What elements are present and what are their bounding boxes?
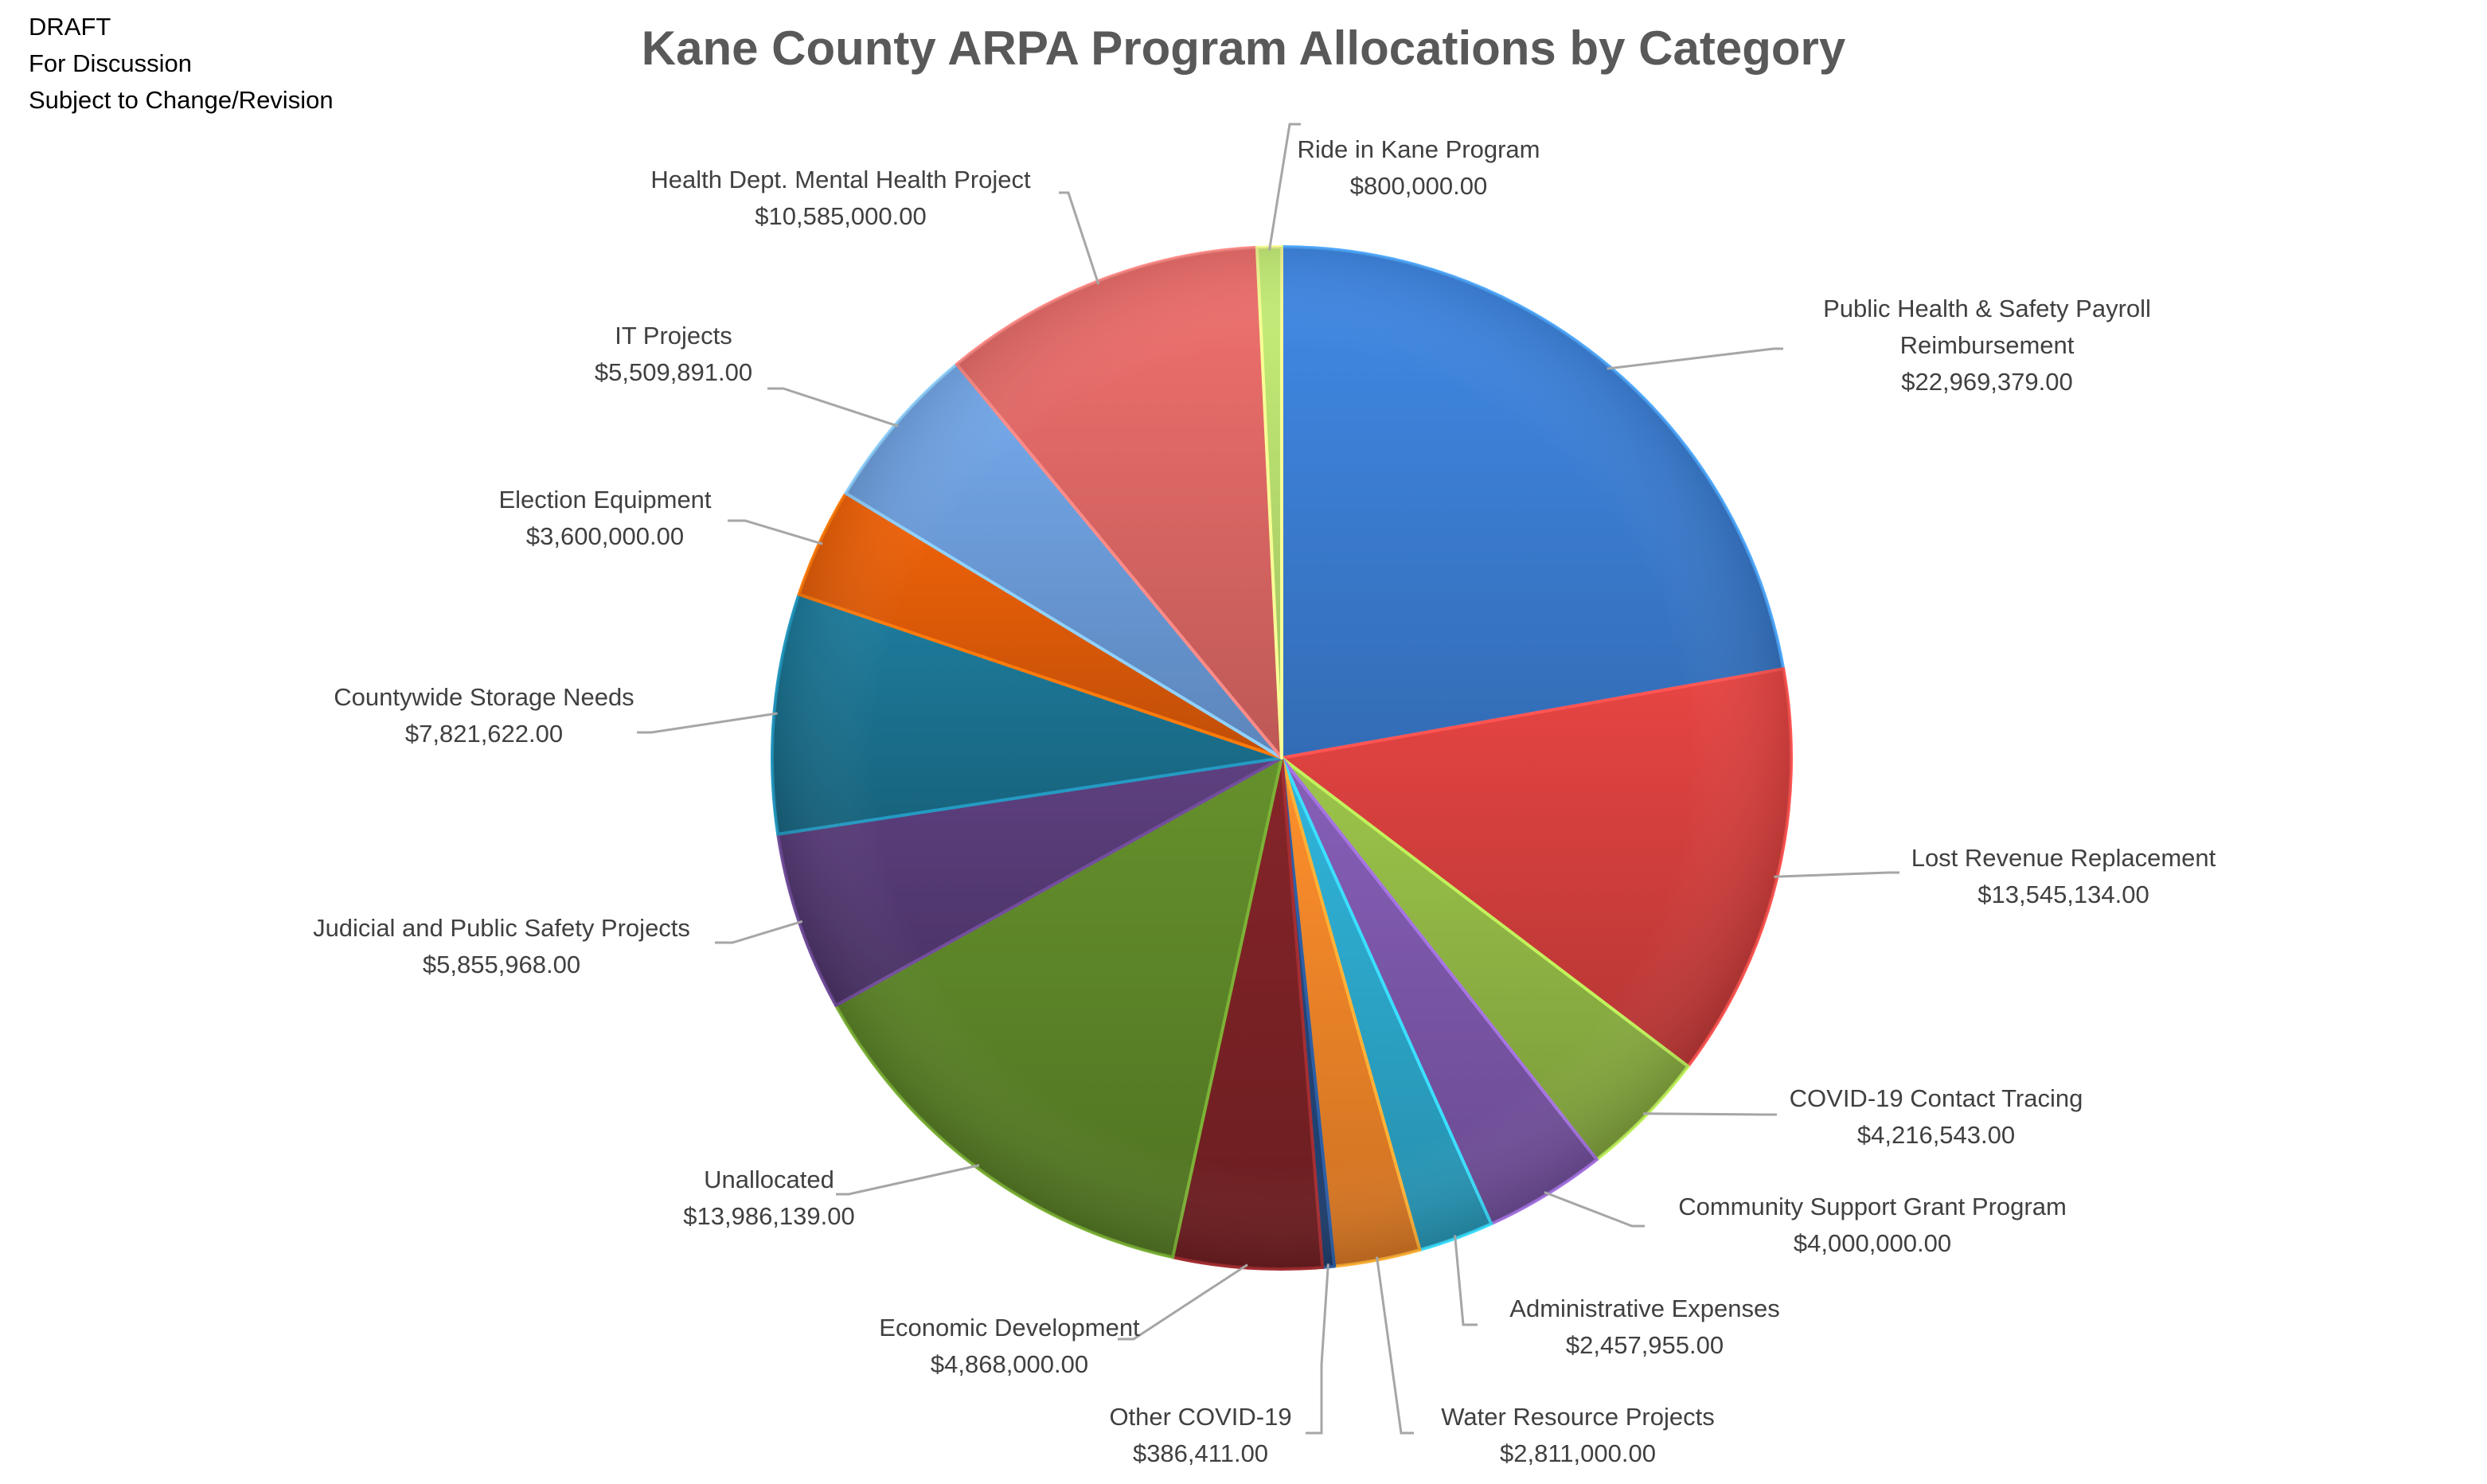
- slice-value-label: $3,600,000.00: [526, 522, 684, 550]
- data-label-ride-in-kane-program: Ride in Kane Program $800,000.00: [1298, 135, 1540, 200]
- leader-line-public-health-safety-payroll-reimbursement: [1607, 347, 1783, 370]
- slice-value-label: $4,216,543.00: [1857, 1121, 2015, 1149]
- data-label-community-support-grant-program: Community Support Grant Program $4,000,00…: [1678, 1193, 2067, 1257]
- slice-category-label: Other COVID-19: [1109, 1403, 1291, 1431]
- draft-note: DRAFT: [29, 13, 111, 41]
- leader-line-covid-19-contact-tracing: [1642, 1112, 1777, 1116]
- slice-value-label: $22,969,379.00: [1901, 368, 2073, 396]
- leader-line-community-support-grant-program: [1544, 1191, 1645, 1228]
- slice-value-label: $7,821,622.00: [405, 720, 563, 748]
- leader-line-it-projects: [767, 387, 899, 428]
- data-label-unallocated: Unallocated $13,986,139.00: [683, 1166, 855, 1230]
- leader-line-health-dept-mental-health-project: [1059, 191, 1100, 285]
- slice-value-label: $5,855,968.00: [423, 951, 580, 978]
- slice-value-label: $4,868,000.00: [931, 1350, 1088, 1378]
- leader-line-countywide-storage-needs: [637, 712, 778, 734]
- leader-line-election-equipment: [728, 519, 823, 545]
- leader-line-lost-revenue-replacement: [1774, 871, 1899, 878]
- slice-category-label: Ride in Kane Program: [1298, 135, 1540, 163]
- leader-line-economic-development: [1118, 1263, 1248, 1341]
- slice-value-label: $13,545,134.00: [1977, 881, 2149, 908]
- data-labels: Public Health & Safety Payroll Reimbursem…: [313, 135, 2216, 1467]
- slice-category-label: Health Dept. Mental Health Project: [650, 166, 1031, 193]
- slice-category-label: Reimbursement: [1900, 331, 2075, 359]
- revision-note: Subject to Change/Revision: [29, 86, 334, 114]
- leader-line-ride-in-kane-program: [1268, 123, 1301, 251]
- leader-line-unallocated: [836, 1164, 980, 1196]
- leader-line-other-covid-19: [1306, 1263, 1329, 1435]
- data-label-economic-development: Economic Development $4,868,000.00: [879, 1314, 1140, 1378]
- slice-value-label: $10,585,000.00: [755, 202, 927, 230]
- slice-category-label: Lost Revenue Replacement: [1911, 844, 2216, 872]
- data-label-water-resource-projects: Water Resource Projects $2,811,000.00: [1441, 1403, 1714, 1467]
- slice-category-label: Election Equipment: [498, 486, 711, 514]
- slice-value-label: $4,000,000.00: [1794, 1229, 1951, 1257]
- data-label-judicial-and-public-safety-projects: Judicial and Public Safety Projects $5,85…: [313, 914, 690, 978]
- data-label-administrative-expenses: Administrative Expenses $2,457,955.00: [1509, 1295, 1779, 1359]
- data-label-covid-19-contact-tracing: COVID-19 Contact Tracing $4,216,543.00: [1790, 1084, 2083, 1149]
- data-label-countywide-storage-needs: Countywide Storage Needs $7,821,622.00: [334, 683, 634, 748]
- slice-category-label: IT Projects: [615, 322, 732, 350]
- leader-lines: [637, 123, 1899, 1435]
- data-label-lost-revenue-replacement: Lost Revenue Replacement $13,545,134.00: [1911, 844, 2216, 908]
- data-label-public-health-safety-payroll-reimbursement: Public Health & Safety Payroll Reimbursem…: [1823, 295, 2151, 396]
- slice-value-label: $386,411.00: [1133, 1439, 1268, 1467]
- leader-line-administrative-expenses: [1454, 1235, 1478, 1326]
- slice-value-label: $2,457,955.00: [1566, 1331, 1724, 1359]
- data-label-election-equipment: Election Equipment $3,600,000.00: [498, 486, 711, 550]
- data-label-other-covid-19: Other COVID-19 $386,411.00: [1109, 1403, 1291, 1467]
- discussion-note: For Discussion: [29, 49, 192, 77]
- slice-category-label: COVID-19 Contact Tracing: [1790, 1084, 2083, 1112]
- data-label-health-dept-mental-health-project: Health Dept. Mental Health Project $10,58…: [650, 166, 1031, 230]
- slice-category-label: Water Resource Projects: [1441, 1403, 1714, 1431]
- leader-line-water-resource-projects: [1376, 1256, 1414, 1435]
- slice-category-label: Economic Development: [879, 1314, 1140, 1341]
- leader-line-judicial-and-public-safety-projects: [715, 920, 803, 944]
- chart-title: Kane County ARPA Program Allocations by …: [641, 21, 1846, 75]
- slice-value-label: $2,811,000.00: [1500, 1439, 1656, 1467]
- slice-value-label: $800,000.00: [1350, 172, 1487, 200]
- slice-category-label: Public Health & Safety Payroll: [1823, 295, 2151, 322]
- data-label-it-projects: IT Projects $5,509,891.00: [595, 322, 752, 386]
- slice-value-label: $13,986,139.00: [683, 1202, 855, 1230]
- slice-category-label: Judicial and Public Safety Projects: [313, 914, 690, 942]
- slice-category-label: Community Support Grant Program: [1678, 1193, 2067, 1220]
- slice-category-label: Unallocated: [704, 1166, 834, 1193]
- slice-category-label: Administrative Expenses: [1509, 1295, 1779, 1322]
- pie-slices: [771, 245, 1793, 1271]
- slice-category-label: Countywide Storage Needs: [334, 683, 634, 711]
- slice-value-label: $5,509,891.00: [595, 358, 752, 386]
